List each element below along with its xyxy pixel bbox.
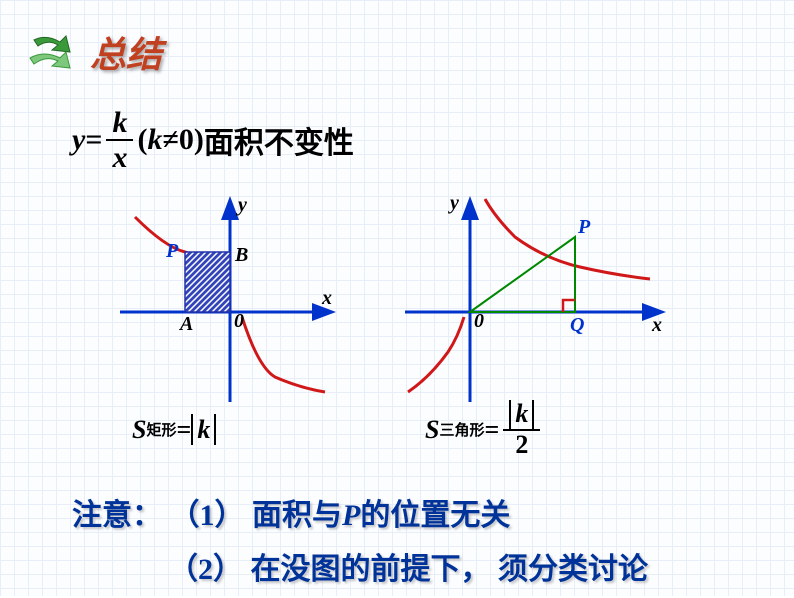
d2-label-y: y (450, 192, 459, 215)
d2-den: 2 (509, 431, 534, 460)
title-text: 总结 (90, 26, 162, 78)
eq-zero: 0 (179, 123, 194, 157)
eq-neq: ≠ (162, 123, 178, 157)
eq-k: k (147, 123, 162, 157)
d2-label-O: 0 (474, 310, 484, 333)
note1-num: （1） (170, 499, 245, 532)
d2-sub: 三角形 (439, 419, 484, 440)
title-block: 总结 (26, 26, 162, 78)
note2-num: （2） (168, 553, 243, 586)
d2-label-P: P (578, 216, 590, 239)
d1-label-O: 0 (234, 310, 244, 333)
eq-y: y (72, 123, 85, 157)
note1-a: 面积与 (252, 499, 342, 532)
d2-eq: = (484, 415, 499, 445)
d2-num-abs: k (503, 400, 540, 429)
note1-b: 的位置无关 (360, 499, 510, 532)
eq-eq: = (85, 123, 102, 157)
d2-formula: S 三角形 = k 2 (425, 400, 544, 459)
eq-num: k (106, 106, 133, 139)
diagram-triangle: y x P Q 0 S 三角形 = k 2 (400, 192, 670, 417)
diagram2-svg (400, 192, 670, 412)
eq-paren-close: ) (194, 123, 204, 157)
d1-eq: = (176, 415, 191, 445)
diagram-row: y x P B A 0 S 矩形 = k (110, 192, 670, 417)
main-equation: y = k x ( k ≠ 0 ) 面积不变性 (72, 106, 354, 174)
d2-frac: k 2 (503, 400, 540, 459)
note-prefix: 注意： (72, 499, 162, 532)
eq-fraction: k x (106, 106, 133, 174)
d2-S: S (425, 415, 439, 445)
diagram1-svg (110, 192, 340, 412)
diagram-rectangle: y x P B A 0 S 矩形 = k (110, 192, 340, 417)
arrow-swirl-icon (26, 32, 82, 72)
d2-label-Q: Q (570, 314, 584, 337)
d1-S: S (132, 415, 146, 445)
note-line-1: 注意： （1） 面积与P的位置无关 (72, 490, 648, 534)
eq-paren-open: ( (137, 123, 147, 157)
d1-abs: k (191, 414, 216, 445)
note-line-2: （2） 在没图的前提下， 须分类讨论 (168, 544, 648, 588)
d2-label-x: x (652, 314, 662, 337)
note2-text: 在没图的前提下， 须分类讨论 (251, 553, 649, 586)
d1-formula: S 矩形 = k (132, 414, 216, 445)
d1-label-x: x (322, 287, 332, 310)
d2-abs: k (509, 400, 534, 429)
eq-den: x (106, 141, 133, 174)
d1-sub: 矩形 (146, 419, 176, 440)
d1-label-B: B (235, 244, 248, 267)
d1-label-y: y (238, 194, 247, 217)
d1-label-P: P (166, 240, 178, 263)
d2-k: k (515, 400, 528, 429)
d1-label-A: A (180, 313, 193, 336)
eq-suffix: 面积不变性 (204, 118, 354, 162)
d1-k: k (197, 415, 210, 445)
notes-block: 注意： （1） 面积与P的位置无关 （2） 在没图的前提下， 须分类讨论 (72, 490, 648, 598)
note1-P: P (342, 499, 360, 532)
